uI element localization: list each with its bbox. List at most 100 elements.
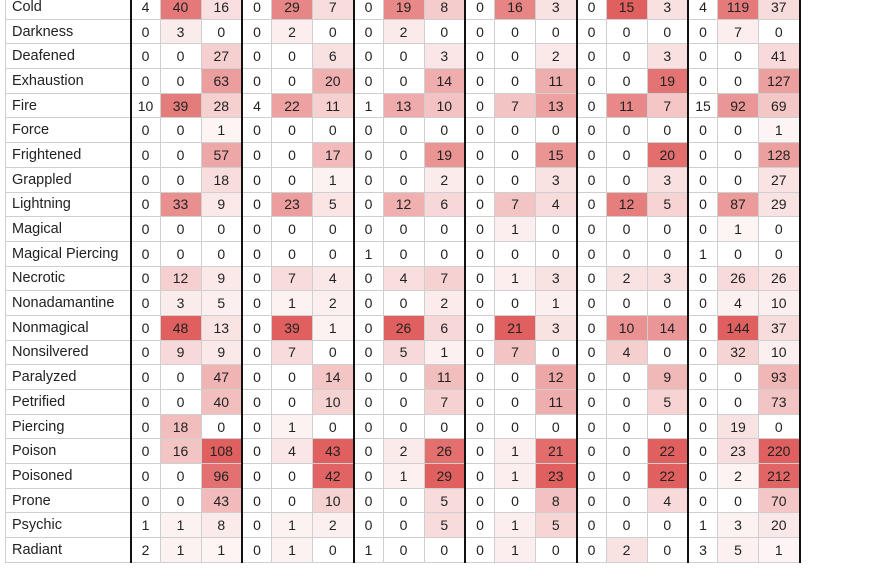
table-cell: 0 <box>352 216 384 242</box>
table-cell: 2 <box>717 463 759 489</box>
table-row: Darkness 0 3 0 0 2 0 0 2 0 0 0 0 0 0 0 0 7 0 <box>5 18 801 45</box>
table-cell: 0 <box>575 18 607 45</box>
table-cell: 6 <box>423 191 466 218</box>
table-cell: 0 <box>241 364 272 390</box>
table-cell: 0 <box>687 314 718 341</box>
table-cell: 23 <box>717 438 759 465</box>
table-row: Prone 0 0 43 0 0 10 0 0 5 0 0 8 0 0 4 0 0 70 <box>5 487 801 514</box>
damage-type-table: Cold 4 40 16 0 29 7 0 19 8 0 16 3 0 15 3 4 119 37 Darkness 0… <box>5 0 801 563</box>
table-cell: 20 <box>312 68 354 94</box>
table-cell: 0 <box>464 463 495 489</box>
table-cell: 0 <box>646 512 689 539</box>
table-row: Nonmagical 0 48 13 0 39 1 0 26 6 0 21 3 0 10 14 0 144 37 <box>5 314 801 341</box>
table-cell: 0 <box>271 389 313 415</box>
table-cell: 0 <box>575 191 607 218</box>
table-cell: 0 <box>646 216 689 242</box>
table-cell: 0 <box>129 191 161 218</box>
table-cell: 0 <box>312 413 354 440</box>
table-cell: 0 <box>352 487 384 514</box>
table-cell: 0 <box>352 166 384 193</box>
table-cell: 2 <box>382 18 425 45</box>
table-cell: 28 <box>200 92 243 119</box>
table-cell: 0 <box>159 240 202 267</box>
table-cell: 0 <box>129 166 161 193</box>
table-cell: 0 <box>646 117 689 144</box>
table-cell: 0 <box>464 537 495 563</box>
table-cell: 1 <box>717 216 759 242</box>
row-label: Nonsilvered <box>5 339 131 366</box>
table-cell: 0 <box>646 537 689 563</box>
table-cell: 7 <box>312 0 354 20</box>
table-cell: 0 <box>494 68 536 94</box>
table-cell: 1 <box>352 537 384 563</box>
table-cell: 0 <box>605 463 648 489</box>
table-cell: 1 <box>271 537 313 563</box>
table-cell: 119 <box>717 0 759 20</box>
table-cell: 0 <box>575 240 607 267</box>
table-cell: 9 <box>200 265 243 292</box>
table-cell: 5 <box>200 290 243 316</box>
table-cell: 4 <box>646 487 689 514</box>
table-cell: 0 <box>575 463 607 489</box>
table-cell: 0 <box>312 339 354 366</box>
table-cell: 87 <box>717 191 759 218</box>
row-label: Magical <box>5 216 131 242</box>
table-cell: 2 <box>312 512 354 539</box>
row-label: Cold <box>5 0 131 20</box>
table-cell: 0 <box>464 364 495 390</box>
table-cell: 9 <box>200 191 243 218</box>
table-cell: 3 <box>535 0 577 20</box>
table-cell: 0 <box>535 240 577 267</box>
table-cell: 0 <box>352 68 384 94</box>
table-cell: 0 <box>382 290 425 316</box>
table-cell: 1 <box>535 290 577 316</box>
table-cell: 0 <box>575 389 607 415</box>
table-cell: 42 <box>312 463 354 489</box>
table-cell: 0 <box>200 18 243 45</box>
table-cell: 0 <box>687 18 718 45</box>
table-cell: 0 <box>535 18 577 45</box>
table-cell: 10 <box>758 339 801 366</box>
table-cell: 0 <box>159 142 202 168</box>
table-cell: 1 <box>758 537 801 563</box>
table-cell: 0 <box>129 265 161 292</box>
table-cell: 0 <box>535 339 577 366</box>
table-cell: 5 <box>717 537 759 563</box>
row-label: Frightened <box>5 142 131 168</box>
table-cell: 27 <box>758 166 801 193</box>
table-cell: 0 <box>241 463 272 489</box>
table-cell: 20 <box>646 142 689 168</box>
table-cell: 0 <box>687 438 718 465</box>
table-cell: 73 <box>758 389 801 415</box>
table-cell: 0 <box>271 68 313 94</box>
table-cell: 0 <box>535 216 577 242</box>
table-cell: 10 <box>129 92 161 119</box>
table-cell: 0 <box>575 92 607 119</box>
table-cell: 39 <box>159 92 202 119</box>
table-cell: 47 <box>200 364 243 390</box>
table-cell: 12 <box>382 191 425 218</box>
table-cell: 0 <box>129 463 161 489</box>
table-cell: 0 <box>646 240 689 267</box>
table-cell: 8 <box>535 487 577 514</box>
table-cell: 0 <box>494 290 536 316</box>
table-cell: 0 <box>575 216 607 242</box>
table-cell: 2 <box>605 265 648 292</box>
table-cell: 0 <box>687 68 718 94</box>
table-cell: 3 <box>535 314 577 341</box>
row-label: Force <box>5 117 131 144</box>
table-cell: 7 <box>717 18 759 45</box>
table-cell: 2 <box>605 537 648 563</box>
table-cell: 0 <box>717 364 759 390</box>
table-cell: 8 <box>423 0 466 20</box>
table-cell: 0 <box>382 117 425 144</box>
row-label: Radiant <box>5 537 131 563</box>
table-cell: 0 <box>605 487 648 514</box>
table-cell: 39 <box>271 314 313 341</box>
table-cell: 0 <box>464 314 495 341</box>
table-cell: 0 <box>129 240 161 267</box>
table-cell: 0 <box>352 265 384 292</box>
table-cell: 40 <box>200 389 243 415</box>
table-cell: 0 <box>352 0 384 20</box>
table-cell: 93 <box>758 364 801 390</box>
